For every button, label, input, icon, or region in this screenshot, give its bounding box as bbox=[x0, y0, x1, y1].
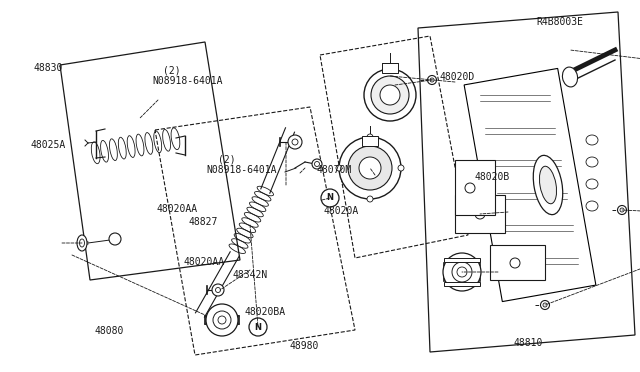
Bar bbox=[382, 63, 398, 73]
Bar bbox=[444, 282, 480, 286]
Ellipse shape bbox=[618, 205, 627, 215]
Ellipse shape bbox=[206, 304, 238, 336]
Ellipse shape bbox=[77, 235, 87, 251]
Text: 48025A: 48025A bbox=[30, 140, 65, 150]
Text: 48830: 48830 bbox=[33, 63, 63, 73]
Ellipse shape bbox=[367, 196, 373, 202]
Ellipse shape bbox=[540, 166, 557, 204]
Text: 48020AA: 48020AA bbox=[183, 257, 224, 266]
Ellipse shape bbox=[586, 157, 598, 167]
Ellipse shape bbox=[312, 159, 322, 169]
Ellipse shape bbox=[380, 85, 400, 105]
Bar bbox=[490, 245, 545, 280]
Text: (2): (2) bbox=[163, 66, 181, 76]
Ellipse shape bbox=[359, 157, 381, 179]
Text: 48342N: 48342N bbox=[232, 270, 268, 280]
Text: R4B8003E: R4B8003E bbox=[536, 17, 583, 26]
Ellipse shape bbox=[336, 165, 342, 171]
Ellipse shape bbox=[563, 67, 577, 87]
Text: (2): (2) bbox=[218, 155, 236, 165]
Bar bbox=[444, 258, 480, 262]
Ellipse shape bbox=[348, 146, 392, 190]
Ellipse shape bbox=[339, 137, 401, 199]
Text: N: N bbox=[326, 193, 333, 202]
Ellipse shape bbox=[367, 134, 373, 140]
Bar bbox=[455, 160, 495, 215]
Ellipse shape bbox=[288, 135, 302, 149]
Ellipse shape bbox=[443, 253, 481, 291]
Bar bbox=[362, 136, 378, 146]
Ellipse shape bbox=[586, 135, 598, 145]
Text: 48070M: 48070M bbox=[316, 165, 351, 174]
Text: N08918-6401A: N08918-6401A bbox=[206, 166, 276, 175]
Text: 48020BA: 48020BA bbox=[244, 307, 285, 317]
Ellipse shape bbox=[109, 233, 121, 245]
Ellipse shape bbox=[510, 258, 520, 268]
Text: 48080: 48080 bbox=[95, 326, 124, 336]
Text: 48810: 48810 bbox=[513, 338, 543, 348]
Text: 48020D: 48020D bbox=[440, 72, 475, 81]
Ellipse shape bbox=[371, 76, 409, 114]
Ellipse shape bbox=[321, 189, 339, 207]
Ellipse shape bbox=[533, 155, 563, 215]
Text: N: N bbox=[255, 323, 262, 331]
Text: N08918-6401A: N08918-6401A bbox=[152, 76, 223, 86]
Ellipse shape bbox=[465, 183, 475, 193]
Ellipse shape bbox=[541, 301, 550, 310]
Bar bbox=[455, 195, 505, 233]
Text: 48827: 48827 bbox=[189, 217, 218, 227]
Ellipse shape bbox=[586, 179, 598, 189]
Text: 48020AA: 48020AA bbox=[156, 204, 197, 214]
Text: 48980: 48980 bbox=[289, 341, 319, 351]
Ellipse shape bbox=[249, 318, 267, 336]
Ellipse shape bbox=[212, 284, 224, 296]
Text: 48020B: 48020B bbox=[475, 172, 510, 182]
Ellipse shape bbox=[364, 69, 416, 121]
Ellipse shape bbox=[398, 165, 404, 171]
Ellipse shape bbox=[586, 201, 598, 211]
Ellipse shape bbox=[428, 76, 436, 84]
Text: 48020A: 48020A bbox=[324, 206, 359, 216]
Ellipse shape bbox=[475, 209, 485, 219]
